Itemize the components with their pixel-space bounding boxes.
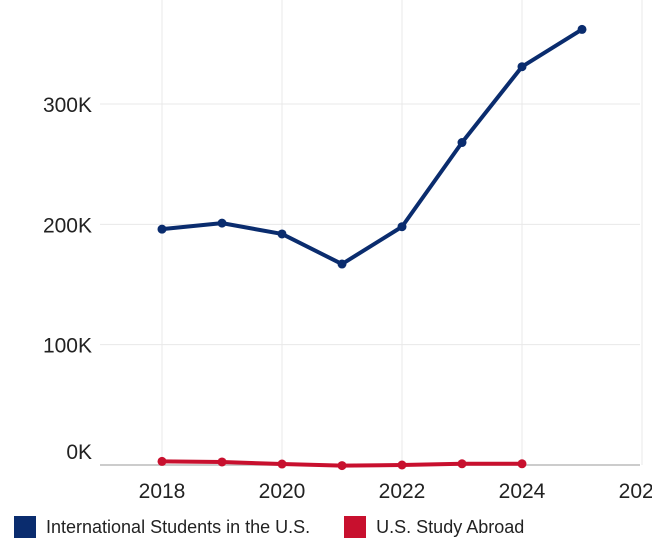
data-point-international-2024[interactable]: [517, 62, 527, 72]
y-tick-label-100K: 100K: [43, 335, 92, 358]
data-point-international-2021[interactable]: [337, 259, 347, 269]
data-point-international-2020[interactable]: [277, 229, 287, 239]
data-point-international-2025[interactable]: [577, 24, 587, 34]
y-tick-label-200K: 200K: [43, 214, 92, 237]
legend-label-international: International Students in the U.S.: [46, 516, 311, 537]
data-point-international-2019[interactable]: [217, 218, 227, 228]
data-point-international-2022[interactable]: [397, 222, 407, 232]
data-point-study-abroad-2022[interactable]: [397, 460, 407, 470]
legend-item-study-abroad[interactable]: U.S. Study Abroad: [344, 516, 524, 538]
legend: International Students in the U.S. U.S. …: [14, 516, 558, 538]
data-point-study-abroad-2019[interactable]: [217, 457, 227, 467]
legend-swatch-study-abroad: [344, 516, 367, 538]
x-tick-labels: 2018 2020 2022 2024 2026: [139, 480, 652, 503]
legend-label-study-abroad: U.S. Study Abroad: [376, 516, 525, 537]
series-line-international: [160, 27, 584, 267]
x-tick-label-2018: 2018: [139, 480, 186, 503]
data-point-study-abroad-2018[interactable]: [157, 456, 167, 466]
legend-item-international[interactable]: International Students in the U.S.: [14, 516, 310, 538]
y-tick-label-300K: 300K: [43, 94, 92, 117]
y-tick-labels: 0K 100K 200K 300K: [43, 94, 92, 464]
grid-lines: [100, 0, 643, 465]
x-tick-label-2020: 2020: [259, 480, 306, 503]
data-point-study-abroad-2024[interactable]: [517, 459, 527, 469]
y-tick-label-0K: 0K: [66, 441, 92, 464]
data-point-study-abroad-2023[interactable]: [457, 459, 467, 469]
data-point-study-abroad-2021[interactable]: [337, 461, 347, 471]
data-point-study-abroad-2020[interactable]: [277, 459, 287, 469]
series-group: [157, 24, 587, 471]
data-point-international-2023[interactable]: [457, 138, 467, 148]
legend-swatch-international: [14, 516, 36, 538]
data-point-international-2018[interactable]: [157, 224, 167, 234]
x-tick-label-2022: 2022: [379, 480, 426, 503]
x-tick-label-2026: 2026: [619, 480, 652, 503]
x-tick-label-2024: 2024: [499, 480, 546, 503]
